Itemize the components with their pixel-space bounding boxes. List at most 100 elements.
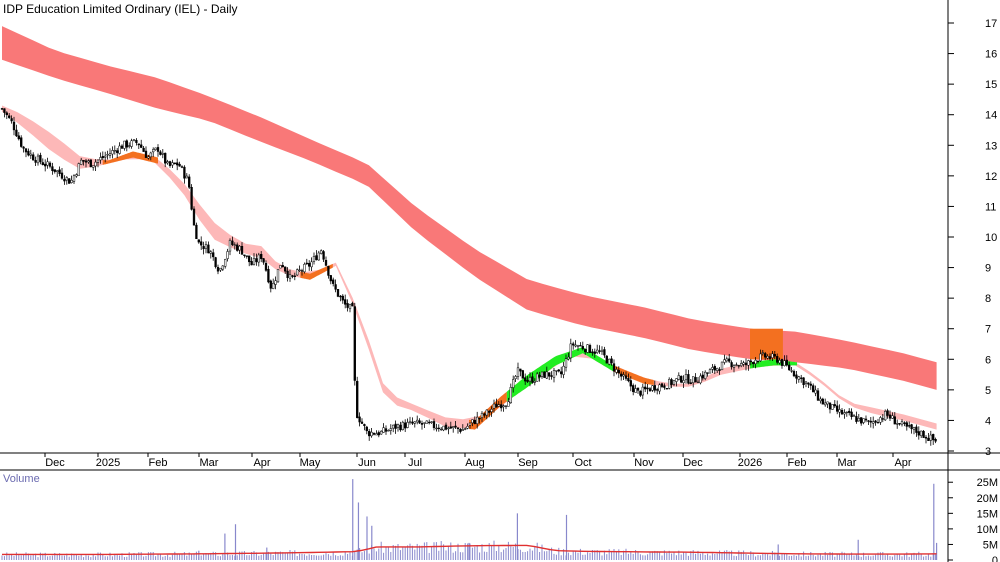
candlestick xyxy=(476,411,479,429)
candlestick xyxy=(922,429,925,438)
candle-body xyxy=(716,368,719,371)
candle-body xyxy=(732,365,736,368)
candlestick xyxy=(464,427,467,431)
candlestick xyxy=(675,378,678,387)
candle-body xyxy=(610,358,613,364)
candlestick xyxy=(245,255,248,259)
candlestick xyxy=(665,388,668,390)
candlestick xyxy=(819,396,822,404)
candlestick xyxy=(161,149,164,159)
candle-body xyxy=(663,385,666,388)
candlestick xyxy=(380,430,383,435)
candle-body xyxy=(372,432,376,435)
candlestick xyxy=(730,360,733,370)
candle-body xyxy=(51,166,54,171)
candle-body xyxy=(699,375,702,384)
candlestick xyxy=(584,348,587,355)
candle-body xyxy=(202,246,205,250)
candle-body xyxy=(125,140,128,148)
y-tick-label: 5 xyxy=(985,385,991,397)
candlestick xyxy=(264,260,268,272)
candle-body xyxy=(507,401,510,407)
candle-body xyxy=(303,263,306,273)
candle-body xyxy=(204,244,208,249)
candle-body xyxy=(831,404,834,410)
candlestick xyxy=(713,364,716,375)
candlestick xyxy=(908,421,911,429)
candle-body xyxy=(226,251,229,259)
candlestick xyxy=(620,371,623,381)
candlestick xyxy=(927,433,930,441)
candle-body xyxy=(845,411,848,414)
candlestick xyxy=(176,158,179,171)
candlestick xyxy=(375,430,378,436)
candlestick xyxy=(216,264,220,275)
candlestick xyxy=(728,353,731,364)
candlestick xyxy=(816,388,820,402)
candlestick xyxy=(346,299,349,312)
candlestick xyxy=(339,294,342,302)
candle-body xyxy=(15,129,18,137)
candle-body xyxy=(764,353,767,358)
candlestick xyxy=(648,387,652,392)
candle-body xyxy=(612,363,616,372)
candlestick xyxy=(560,366,563,378)
candle-body xyxy=(135,140,138,143)
candlestick xyxy=(195,222,198,240)
candle-body xyxy=(140,144,143,148)
candlestick xyxy=(656,387,659,395)
candlestick xyxy=(632,383,635,396)
candle-body xyxy=(161,153,164,155)
candle-body xyxy=(804,381,808,384)
candle-body xyxy=(744,362,748,366)
candlestick xyxy=(526,376,529,384)
candlestick xyxy=(872,416,875,429)
candle-body xyxy=(795,374,798,379)
candlestick xyxy=(502,404,505,412)
candle-body xyxy=(848,410,851,413)
candlestick xyxy=(320,249,323,255)
candlestick xyxy=(382,423,385,433)
candlestick xyxy=(848,408,851,416)
candle-body xyxy=(600,349,604,352)
candlestick xyxy=(288,269,292,282)
candlestick xyxy=(711,363,714,373)
candlestick xyxy=(821,397,824,405)
candlestick xyxy=(912,426,916,435)
candle-body xyxy=(310,261,313,268)
candle-body xyxy=(569,343,572,359)
candle-body xyxy=(267,268,270,283)
candle-body xyxy=(238,245,241,251)
candlestick xyxy=(826,401,829,408)
candle-body xyxy=(132,139,136,141)
y-tick-label: 11 xyxy=(985,201,996,213)
candle-body xyxy=(579,345,582,347)
candle-body xyxy=(588,345,592,353)
candlestick xyxy=(610,355,613,366)
y-tick-label: 14 xyxy=(985,110,997,122)
candle-body xyxy=(68,178,71,184)
candle-body xyxy=(680,375,683,383)
candlestick xyxy=(238,245,241,255)
candle-body xyxy=(416,419,419,423)
candlestick xyxy=(740,360,743,368)
candle-body xyxy=(466,426,469,429)
candle-body xyxy=(281,265,284,268)
candle-body xyxy=(783,360,786,366)
candlestick xyxy=(377,430,380,438)
candlestick xyxy=(929,430,932,446)
candlestick xyxy=(593,348,596,358)
candle-body xyxy=(219,268,222,271)
candlestick xyxy=(814,385,817,397)
candlestick xyxy=(231,236,234,247)
candlestick xyxy=(867,419,870,425)
candle-body xyxy=(149,152,152,158)
candlestick xyxy=(94,159,97,171)
candlestick xyxy=(471,419,474,427)
candlestick xyxy=(111,146,114,159)
candle-body xyxy=(500,404,503,409)
candlestick xyxy=(329,274,332,285)
candle-body xyxy=(300,270,304,272)
candlestick xyxy=(305,258,308,265)
candlestick xyxy=(768,353,772,361)
